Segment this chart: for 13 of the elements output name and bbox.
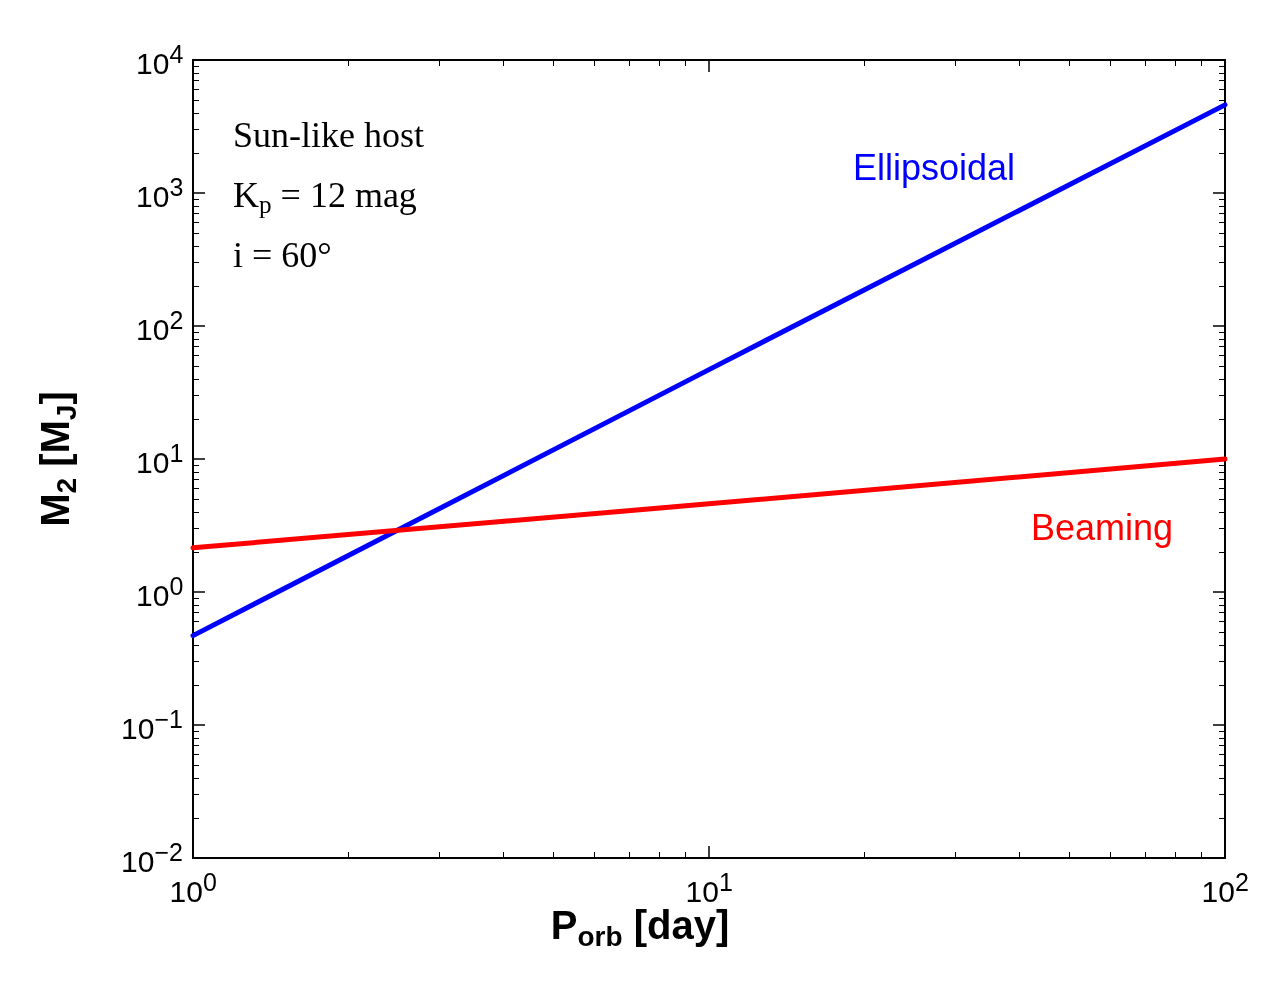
x-tick-label: 10$^{2}$ [1201, 868, 1249, 908]
y-tick-label: 10$^{0}$ [136, 571, 184, 612]
series-label: Ellipsoidal [852, 147, 1015, 189]
y-tick-label: 10$^{3}$ [136, 172, 184, 213]
series-label: Beaming [1030, 506, 1173, 548]
x-tick-label: 10$^{1}$ [685, 868, 733, 908]
annotation: i = 60° [233, 234, 332, 275]
annotation: Sun-like host [233, 114, 425, 155]
y-tick-label: 10$^{−1}$ [121, 704, 183, 745]
y-axis-title: M2 [MJ] [33, 391, 82, 527]
y-tick-label: 10$^{1}$ [136, 438, 184, 479]
y-tick-label: 10$^{2}$ [136, 305, 184, 346]
y-tick-label: 10$^{4}$ [136, 39, 184, 80]
